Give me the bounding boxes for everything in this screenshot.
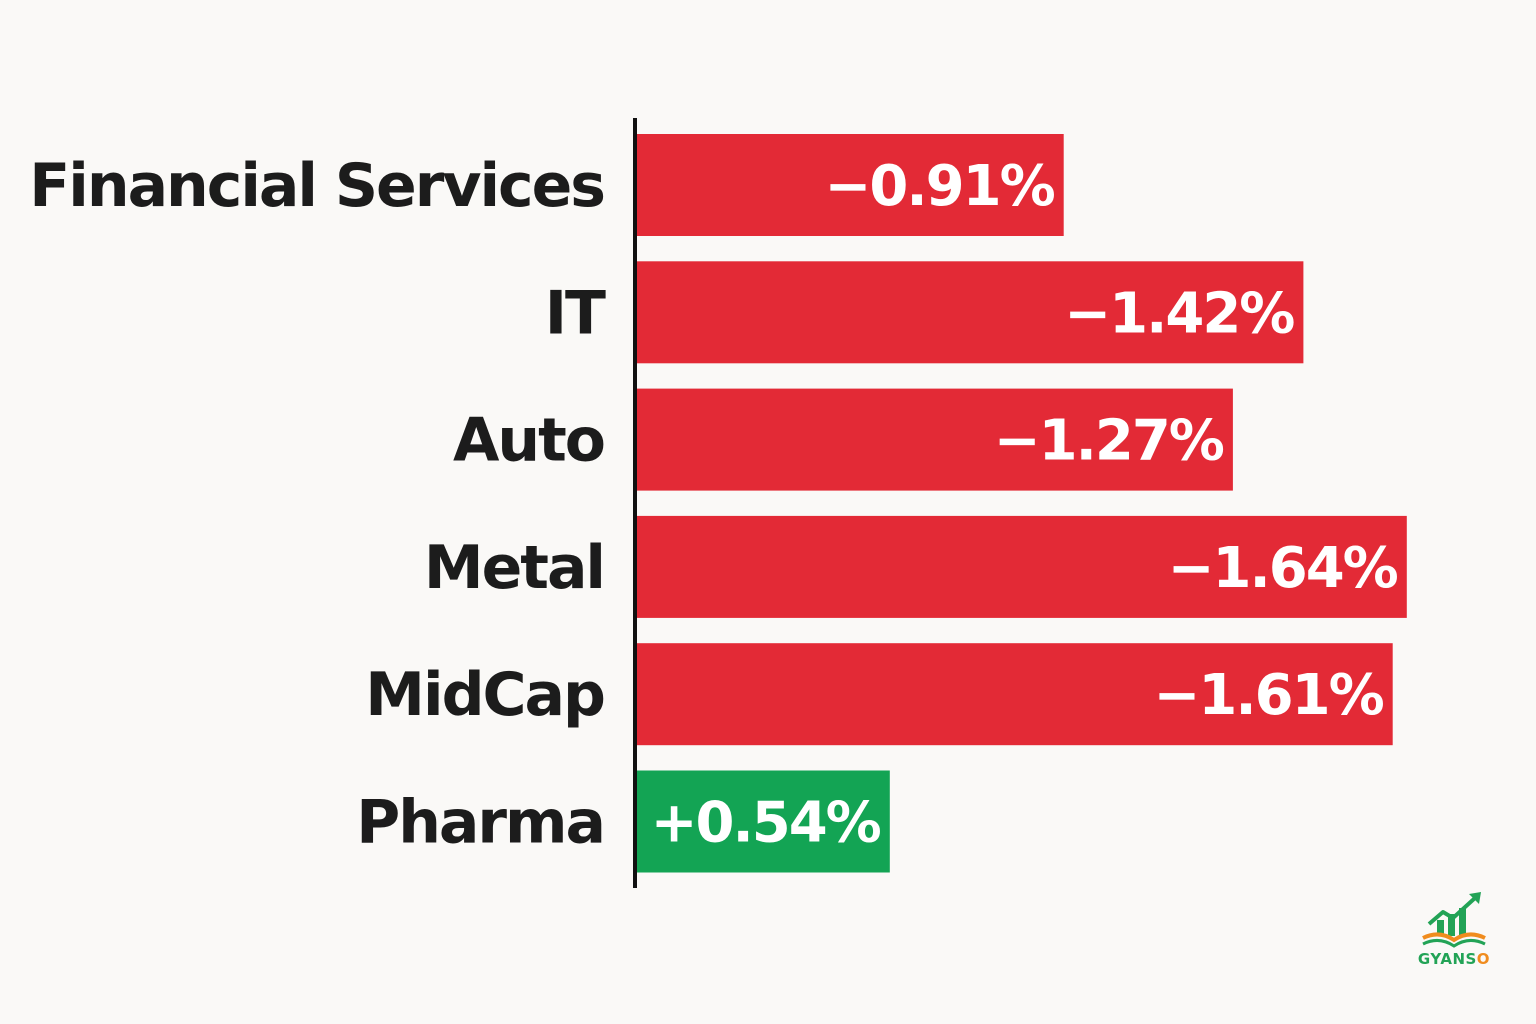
category-label: Auto: [453, 406, 604, 476]
bar-midcap: [636, 643, 1393, 746]
value-label: +0.54%: [651, 791, 881, 856]
gyanso-logo: GYANSO: [1404, 890, 1504, 980]
category-label: IT: [545, 278, 606, 348]
bar-it: [636, 261, 1304, 364]
bar-metal: [636, 515, 1407, 618]
value-label: −0.91%: [824, 154, 1054, 219]
bar-auto: [636, 388, 1233, 491]
logo-text-accent: O: [1476, 950, 1491, 968]
growth-chart-book-icon: [1422, 892, 1486, 948]
bar-pharma: [636, 770, 890, 873]
category-label: Metal: [424, 533, 604, 603]
category-label: Financial Services: [29, 151, 604, 221]
value-label: −1.64%: [1168, 536, 1398, 601]
bar-financial-services: [636, 134, 1064, 236]
category-label: MidCap: [365, 660, 604, 730]
value-label: −1.42%: [1064, 281, 1294, 346]
value-label: −1.61%: [1153, 663, 1383, 728]
value-label: −1.27%: [994, 409, 1224, 474]
category-label: Pharma: [356, 788, 604, 858]
logo-text-main: GYANS: [1417, 950, 1477, 968]
